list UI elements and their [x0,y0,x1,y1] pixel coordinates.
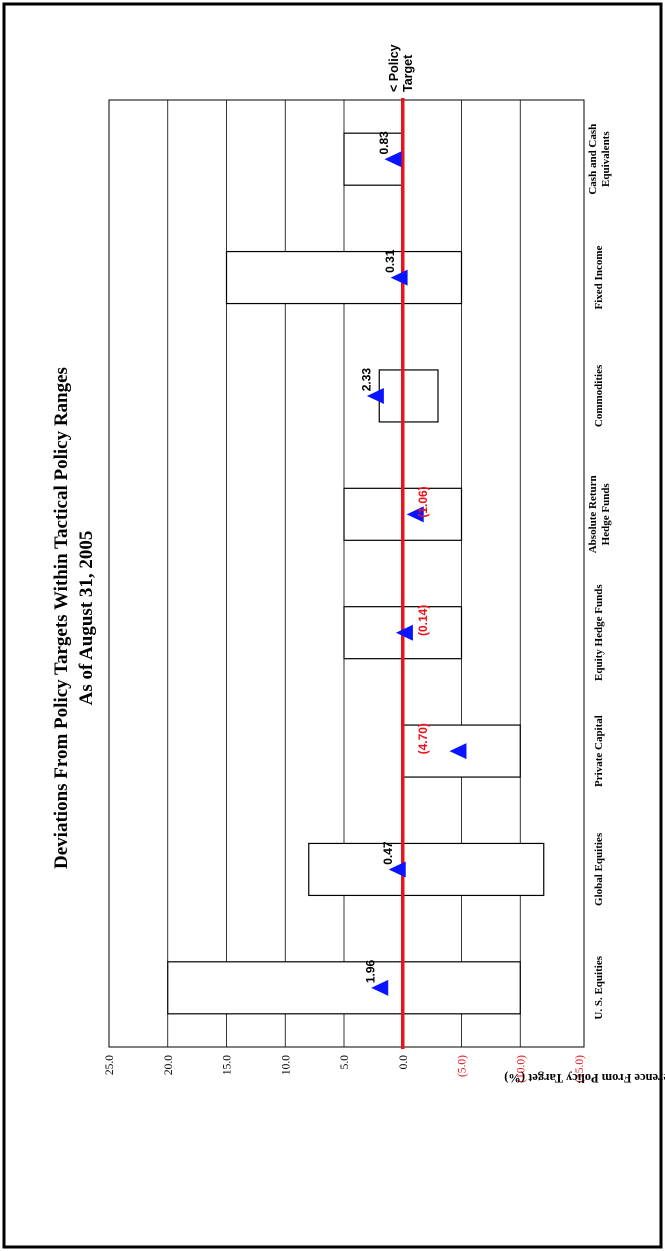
chart-subtitle: As of August 31, 2005 [76,531,97,706]
category-label: Cash and CashEquivalents [587,124,612,195]
range-bar [225,250,463,305]
data-label: 2.33 [359,368,373,392]
y-tick-label: (5.0) [457,1055,469,1077]
deviation-marker [395,624,413,641]
range-bar [378,369,439,423]
deviation-marker [384,151,402,168]
category-label: Global Equities [593,832,605,906]
deviation-marker [366,387,384,404]
deviation-marker [390,269,408,286]
range-bar [167,961,521,1015]
y-tick-label: 20.0 [163,1055,175,1075]
data-label: 1.96 [364,959,378,983]
chart-title: Deviations From Policy Targets Within Ta… [51,367,72,869]
deviation-marker [449,743,467,760]
category-label: Fixed Income [593,246,605,310]
category-label: Commodities [593,364,605,427]
deviation-marker [406,506,424,523]
data-label: 0.31 [383,249,397,273]
plot-frame [108,99,585,1048]
category-label: Absolute ReturnHedge Funds [587,475,612,553]
range-bar [308,842,545,897]
plot-area-group: < PolicyTarget 1.96 0.47 (4.70) (0.14) (1.06)… [108,44,585,1049]
data-label: 0.47 [381,841,395,865]
data-label: (0.14) [416,605,430,636]
y-axis-label: Difference From Policy Target (%) [504,1071,665,1085]
y-tick-label: (15.0) [574,1055,586,1083]
deviation-marker [371,979,389,996]
range-bar [402,724,521,778]
axes-group: 25.0 20.0 15.0 10.0 5.0 0.0 (5.0) (10.0) (15.0) U… [104,124,612,1083]
y-tick-label: 0.0 [398,1055,410,1070]
y-tick-label: 25.0 [104,1055,116,1075]
deviation-marker [388,861,406,878]
category-label: Private Capital [593,715,605,787]
policy-target-label: < PolicyTarget [387,44,415,92]
y-tick-label: 15.0 [222,1055,234,1075]
category-label: U. S. Equities [593,955,605,1019]
y-tick-label: 5.0 [339,1055,351,1070]
y-tick-label: 10.0 [280,1055,292,1075]
category-label: Equity Hedge Funds [593,584,605,681]
data-label: 0.83 [377,131,391,155]
data-label: (4.70) [416,723,430,754]
data-label: (1.06) [416,486,430,517]
y-tick-label: (10.0) [515,1055,527,1083]
